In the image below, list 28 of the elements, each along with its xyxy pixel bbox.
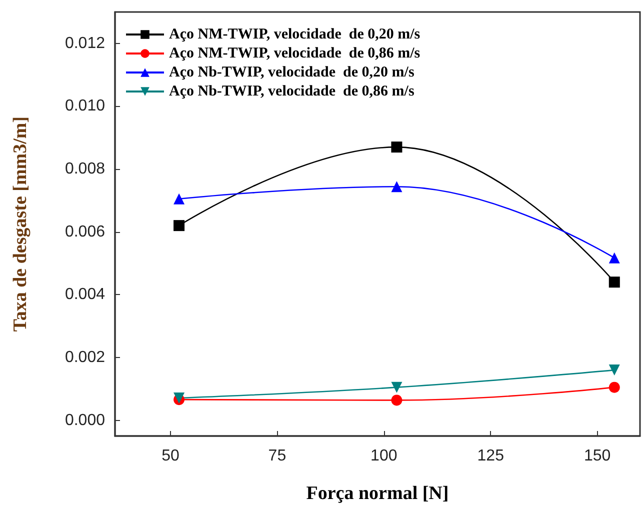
- x-tick-label: 100: [370, 448, 398, 464]
- point: [174, 193, 185, 204]
- y-tick-label: 0.008: [64, 160, 106, 178]
- legend-label: Aço NM-TWIP, velocidade de 0,20 m/s: [169, 26, 420, 42]
- point: [608, 364, 620, 376]
- y-axis-title: Taxa de desgaste [mm3/m]: [10, 116, 31, 332]
- point: [391, 181, 402, 192]
- y-tick-label: 0.000: [64, 412, 106, 429]
- x-tick-label: 125: [477, 448, 504, 464]
- point: [608, 276, 620, 288]
- y-tick-label: 0.006: [64, 223, 106, 240]
- point: [608, 382, 620, 393]
- y-tick-label: 0.004: [64, 286, 106, 304]
- legend-label: Aço Nb-TWIP, velocidade de 0,20 m/s: [169, 64, 414, 80]
- point: [391, 394, 402, 406]
- y-tick-label: 0.012: [64, 34, 106, 52]
- x-axis-title: Força normal [N]: [306, 483, 449, 504]
- x-tick-label: 50: [162, 448, 180, 464]
- y-tick-label: 0.002: [64, 348, 106, 366]
- y-tick-label: 0.010: [64, 98, 106, 115]
- point: [608, 252, 620, 264]
- legend-label: Aço Nb-TWIP, velocidade de 0,86 m/s: [169, 84, 414, 100]
- point: [391, 142, 402, 153]
- point: [391, 382, 402, 393]
- point: [174, 220, 185, 232]
- x-tick-label: 75: [268, 448, 286, 464]
- x-tick-label: 150: [584, 448, 611, 464]
- legend-label: Aço NM-TWIP, velocidade de 0,86 m/s: [169, 46, 420, 62]
